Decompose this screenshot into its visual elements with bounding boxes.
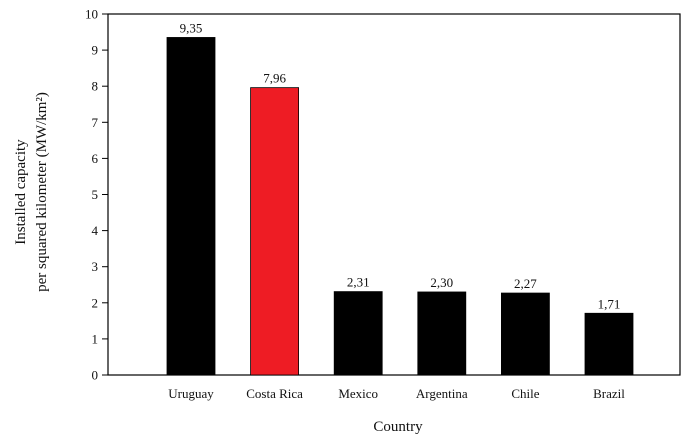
data-label-argentina: 2,30 [430, 275, 453, 290]
y-tick-label: 9 [92, 43, 99, 58]
bar-brazil [584, 312, 634, 376]
bar-chile [500, 292, 550, 376]
y-tick-label: 8 [92, 79, 99, 94]
y-tick-label: 4 [92, 223, 99, 238]
x-tick-label-costa-rica: Costa Rica [246, 386, 303, 401]
bar-costa-rica [250, 87, 300, 376]
data-label-brazil: 1,71 [598, 296, 621, 311]
y-tick-label: 0 [92, 368, 99, 383]
y-tick-label: 7 [92, 115, 99, 130]
x-tick-label-brazil: Brazil [593, 386, 625, 401]
bar-argentina [417, 291, 467, 376]
bar-mexico [333, 291, 383, 376]
labels-layer: 9,35 Uruguay 7,96 Costa Rica 2,31 Mexico 2,30 A… [168, 20, 625, 401]
data-label-costa-rica: 7,96 [263, 71, 286, 86]
x-tick-label-mexico: Mexico [338, 386, 378, 401]
x-axis-title: Country [373, 419, 423, 435]
data-label-mexico: 2,31 [347, 275, 370, 290]
y-axis-title-line-2: per squared kilometer (MW/km²) [34, 92, 50, 292]
x-tick-label-chile: Chile [511, 386, 539, 401]
y-tick-label: 6 [92, 151, 99, 166]
y-tick-label: 5 [92, 187, 99, 202]
axes-layer: 0 1 2 3 4 5 6 7 8 9 10 [85, 7, 681, 383]
y-tick-label: 3 [92, 259, 99, 274]
x-tick-label-uruguay: Uruguay [168, 386, 214, 401]
y-tick-label: 2 [92, 295, 99, 310]
data-label-chile: 2,27 [514, 276, 537, 291]
y-tick-label: 10 [85, 7, 98, 22]
bars-layer [166, 37, 634, 376]
y-axis-title-line-1: Installed capacity [13, 139, 29, 245]
x-tick-label-argentina: Argentina [416, 386, 468, 401]
bar-uruguay [166, 37, 216, 376]
y-tick-label: 1 [92, 331, 99, 346]
data-label-uruguay: 9,35 [180, 20, 203, 35]
